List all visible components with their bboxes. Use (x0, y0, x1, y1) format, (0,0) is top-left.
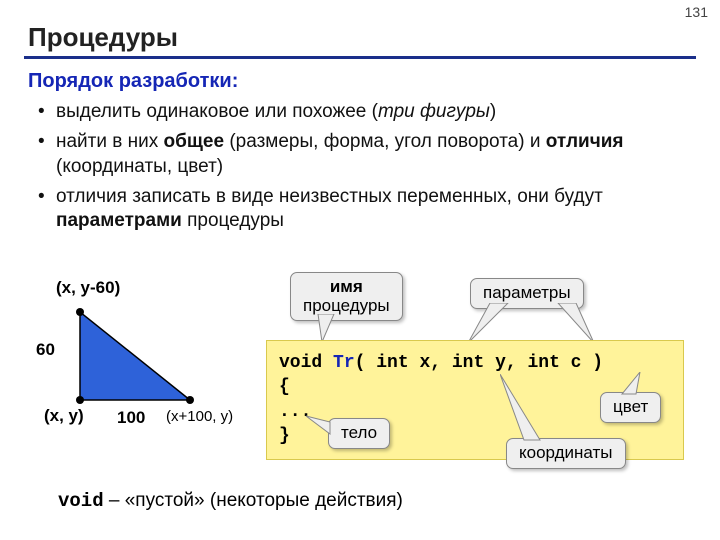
bullet-text: процедуры (182, 210, 284, 231)
footnote-code: void (58, 490, 104, 512)
side-label-base: 100 (117, 408, 145, 428)
vertex-label-origin: (x, y) (44, 406, 84, 426)
footnote: void – «пустой» (некоторые действия) (58, 490, 403, 512)
bullet-item: выделить одинаковое или похожее (три фиг… (38, 100, 678, 124)
slide-title: Процедуры (28, 22, 178, 53)
bullet-bold: параметрами (56, 210, 182, 231)
page-number: 131 (685, 4, 708, 20)
bullet-bold: общее (164, 131, 225, 152)
code-fn-name: Tr (333, 353, 355, 373)
callout-color: цвет (600, 392, 661, 423)
callout-coords: координаты (506, 438, 626, 469)
vertex-label-top: (x, y-60) (56, 278, 120, 298)
callout-text: имя (303, 278, 390, 297)
bullet-text: найти в них (56, 131, 164, 152)
bullet-text: отличия записать в виде неизвестных пере… (56, 186, 603, 207)
callout-procedure-name: имя процедуры (290, 272, 403, 321)
code-keyword: void (279, 353, 322, 373)
bullet-list: выделить одинаковое или похожее (три фиг… (38, 100, 678, 240)
bullet-text: ) (490, 101, 496, 122)
section-subtitle: Порядок разработки: (28, 70, 238, 93)
bullet-text: (размеры, форма, угол поворота) и (224, 131, 546, 152)
triangle-diagram: (x, y-60) 60 (x, y) 100 (x+100, y) (32, 278, 262, 448)
bullet-item: отличия записать в виде неизвестных пере… (38, 185, 678, 234)
side-label-left: 60 (36, 340, 55, 360)
bullet-item: найти в них общее (размеры, форма, угол … (38, 130, 678, 179)
triangle-svg (60, 300, 210, 410)
vertex-label-right: (x+100, y) (166, 408, 233, 425)
bullet-text: выделить одинаковое или похожее ( (56, 101, 378, 122)
bullet-text: (координаты, цвет) (56, 156, 223, 177)
code-line: void Tr( int x, int y, int c ) (279, 351, 671, 375)
callout-parameters: параметры (470, 278, 584, 309)
code-signature: ( int x, int y, int c ) (355, 353, 603, 373)
bullet-em: три фигуры (378, 101, 490, 122)
callout-body: тело (328, 418, 390, 449)
callout-text: процедуры (303, 297, 390, 316)
footnote-text: – «пустой» (некоторые действия) (104, 490, 403, 511)
bullet-bold: отличия (546, 131, 624, 152)
title-underline (24, 56, 696, 59)
